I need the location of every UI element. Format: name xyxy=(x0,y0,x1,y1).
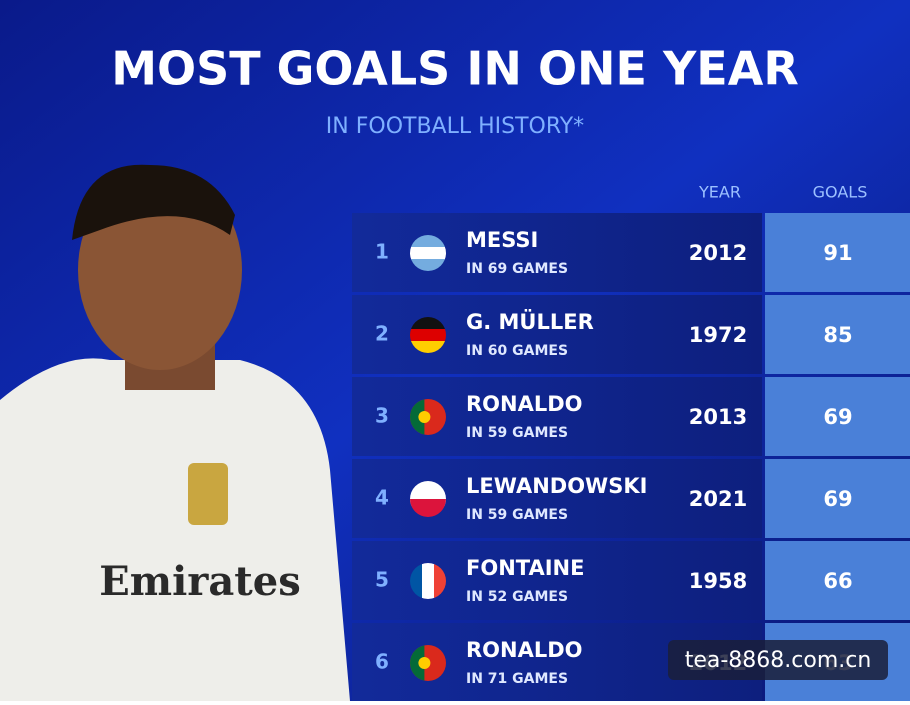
year: 2012 xyxy=(689,241,747,265)
goals-cell xyxy=(765,213,910,292)
goals: 66 xyxy=(823,569,852,593)
rank: 3 xyxy=(375,404,389,428)
flag-stripe xyxy=(410,235,446,248)
flag-stripe xyxy=(410,341,446,353)
rank: 5 xyxy=(375,568,389,592)
player-name: RONALDO xyxy=(466,638,583,662)
goals: 69 xyxy=(823,487,852,511)
flag xyxy=(410,317,446,353)
flag-stripe xyxy=(410,481,446,494)
goals: 85 xyxy=(823,323,852,347)
year: 2021 xyxy=(689,487,747,511)
subtitle: IN FOOTBALL HISTORY* xyxy=(326,114,584,139)
flag-stripe xyxy=(410,329,446,342)
title: MOST GOALS IN ONE YEAR xyxy=(111,42,799,96)
flag-stripe xyxy=(410,645,425,681)
player-name: FONTAINE xyxy=(466,556,584,580)
flag xyxy=(410,235,446,271)
flag xyxy=(410,563,446,599)
flag-stripe xyxy=(410,499,446,517)
flag-stripe xyxy=(410,259,446,271)
watermark-box xyxy=(668,640,888,680)
games: IN 59 GAMES xyxy=(466,507,568,523)
games: IN 71 GAMES xyxy=(466,671,568,687)
flag xyxy=(410,399,446,435)
flag-emblem xyxy=(418,657,431,669)
flag xyxy=(410,481,446,517)
year: 1958 xyxy=(689,569,747,593)
games: IN 59 GAMES xyxy=(466,425,568,441)
player-name: LEWANDOWSKI xyxy=(466,474,647,498)
flag-stripe xyxy=(410,317,446,330)
rank: 2 xyxy=(375,322,389,346)
games: IN 52 GAMES xyxy=(466,589,568,605)
shirt-sponsor: Emirates xyxy=(99,558,300,605)
rank: 4 xyxy=(375,486,389,510)
goals: 91 xyxy=(823,241,852,265)
flag-stripe xyxy=(410,399,425,435)
column-header: GOALS xyxy=(813,183,868,202)
goals-cell xyxy=(765,459,910,538)
flag-stripe xyxy=(410,247,446,260)
player-name: RONALDO xyxy=(466,392,583,416)
player-name: G. MÜLLER xyxy=(466,309,594,334)
flag xyxy=(410,645,446,681)
flag-emblem xyxy=(418,411,431,423)
year: 1972 xyxy=(689,323,747,347)
goals-cell xyxy=(765,377,910,456)
goals-cell xyxy=(765,295,910,374)
player-photo: Emirates xyxy=(0,164,350,701)
player-name: MESSI xyxy=(466,228,538,252)
rank: 1 xyxy=(375,240,389,264)
watermark: tea-8868.com.cn xyxy=(685,648,872,673)
rank: 6 xyxy=(375,650,389,674)
goals-cell xyxy=(765,541,910,620)
flag-stripe xyxy=(434,563,446,599)
games: IN 60 GAMES xyxy=(466,343,568,359)
games: IN 69 GAMES xyxy=(466,261,568,277)
year: 2013 xyxy=(689,405,747,429)
flag-stripe xyxy=(410,563,423,599)
column-header: YEAR xyxy=(698,183,741,202)
goals: 69 xyxy=(823,405,852,429)
flag-stripe xyxy=(422,563,435,599)
